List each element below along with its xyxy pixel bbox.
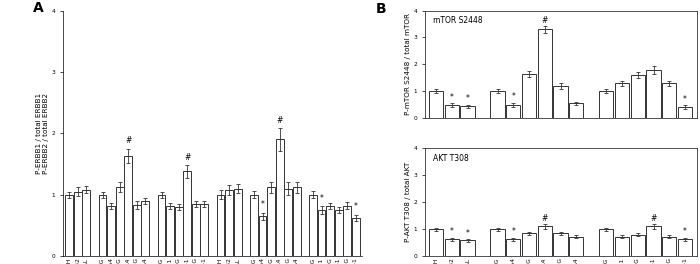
Bar <box>647 227 661 256</box>
Bar <box>192 204 199 256</box>
Bar <box>506 105 521 118</box>
Bar <box>491 229 505 256</box>
Text: AKT T308: AKT T308 <box>433 154 468 163</box>
Text: #: # <box>542 16 548 25</box>
Bar <box>107 206 115 256</box>
Bar <box>276 139 284 256</box>
Bar <box>225 190 233 256</box>
Text: #: # <box>542 214 548 223</box>
Bar <box>538 227 552 256</box>
Bar <box>183 171 191 256</box>
Bar <box>615 237 629 256</box>
Text: #: # <box>125 136 132 145</box>
Bar <box>599 229 613 256</box>
Text: *: * <box>450 227 454 237</box>
Text: #: # <box>650 214 657 223</box>
Bar <box>506 239 521 256</box>
Text: *: * <box>466 94 470 103</box>
Y-axis label: P-AKT T308 / total AKT: P-AKT T308 / total AKT <box>405 162 411 242</box>
Text: *: * <box>354 202 358 211</box>
Bar <box>444 239 459 256</box>
Bar <box>267 187 275 256</box>
Bar <box>167 206 174 256</box>
Bar <box>217 195 225 256</box>
Bar <box>678 107 692 118</box>
Bar <box>461 241 475 256</box>
Bar <box>461 106 475 118</box>
Bar <box>569 103 584 118</box>
Bar <box>141 201 149 256</box>
Bar <box>175 207 183 256</box>
Bar <box>309 195 317 256</box>
Bar <box>662 83 676 118</box>
Text: *: * <box>683 227 687 237</box>
Bar <box>444 105 459 118</box>
Bar <box>554 86 568 118</box>
Bar <box>538 29 552 118</box>
Bar <box>631 75 645 118</box>
Bar <box>522 233 536 256</box>
Y-axis label: P-ERBB1 / total ERBB1
P-ERBB2 / total ERBB2: P-ERBB1 / total ERBB1 P-ERBB2 / total ER… <box>36 93 49 174</box>
Bar <box>65 195 73 256</box>
Text: #: # <box>276 116 283 125</box>
Bar <box>318 210 326 256</box>
Bar <box>250 195 258 256</box>
Bar <box>352 218 360 256</box>
Text: *: * <box>260 200 265 209</box>
Bar <box>678 239 692 256</box>
Bar <box>74 192 82 256</box>
Bar <box>631 234 645 256</box>
Text: *: * <box>512 227 515 237</box>
Text: *: * <box>466 229 470 238</box>
Bar <box>662 237 676 256</box>
Text: *: * <box>512 92 515 101</box>
Bar <box>343 206 351 256</box>
Y-axis label: P-mTOR S2448 / total mTOR: P-mTOR S2448 / total mTOR <box>405 13 411 115</box>
Text: *: * <box>320 194 323 203</box>
Bar <box>569 237 584 256</box>
Bar <box>158 195 165 256</box>
Bar <box>335 210 342 256</box>
Bar <box>429 229 443 256</box>
Text: #: # <box>184 153 190 162</box>
Bar <box>647 70 661 118</box>
Text: mTOR S2448: mTOR S2448 <box>433 16 482 25</box>
Text: *: * <box>450 93 454 102</box>
Bar <box>599 91 613 118</box>
Bar <box>259 216 267 256</box>
Bar <box>133 205 141 256</box>
Bar <box>99 195 106 256</box>
Bar <box>83 190 90 256</box>
Bar <box>293 187 300 256</box>
Bar <box>491 91 505 118</box>
Bar <box>234 188 241 256</box>
Bar <box>284 188 292 256</box>
Text: B: B <box>376 2 386 16</box>
Bar <box>125 156 132 256</box>
Text: A: A <box>33 1 44 15</box>
Text: *: * <box>683 95 687 104</box>
Bar <box>615 83 629 118</box>
Bar <box>116 187 123 256</box>
Bar <box>326 206 334 256</box>
Bar <box>554 233 568 256</box>
Bar <box>200 204 208 256</box>
Bar <box>429 91 443 118</box>
Bar <box>522 74 536 118</box>
